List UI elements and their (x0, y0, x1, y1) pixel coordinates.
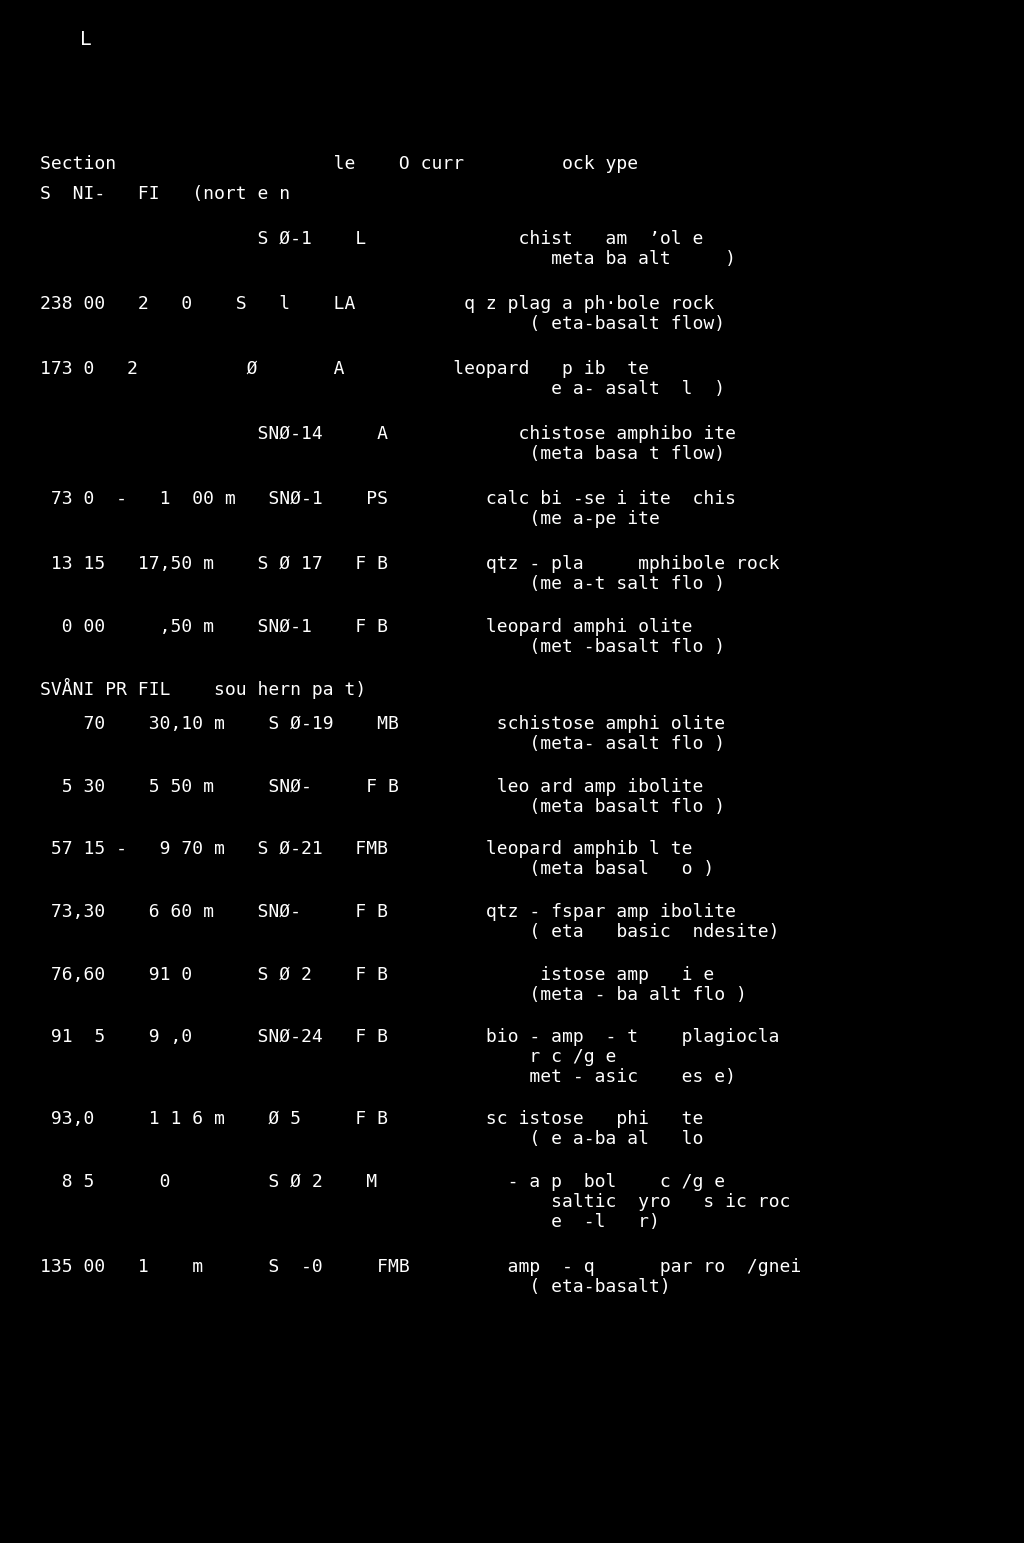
Text: SVÅNI PR FIL    sou hern pa t): SVÅNI PR FIL sou hern pa t) (40, 677, 367, 699)
Text: met - asic    es e): met - asic es e) (40, 1068, 736, 1086)
Text: 76,60    91 0      S Ø 2    F B              istose amp   i e: 76,60 91 0 S Ø 2 F B istose amp i e (40, 966, 715, 984)
Text: (me a-t salt flo ): (me a-t salt flo ) (40, 576, 725, 593)
Text: r c /g e: r c /g e (40, 1048, 616, 1066)
Text: 135 00   1    m      S  -0     FMB         amp  - q      par ro  /gnei: 135 00 1 m S -0 FMB amp - q par ro /gnei (40, 1258, 801, 1276)
Text: ( eta-basalt): ( eta-basalt) (40, 1278, 671, 1296)
Text: e  -l   r): e -l r) (40, 1213, 659, 1231)
Text: S  NI-   FI   (nort e n: S NI- FI (nort e n (40, 185, 290, 204)
Text: 93,0     1 1 6 m    Ø 5     F B         sc istose   phi   te: 93,0 1 1 6 m Ø 5 F B sc istose phi te (40, 1109, 703, 1128)
Text: Section                    le    O curr         ock ype: Section le O curr ock ype (40, 154, 638, 173)
Text: 238 00   2   0    S   l    LA          q z plag a ph·bole rock: 238 00 2 0 S l LA q z plag a ph·bole roc… (40, 295, 715, 313)
Text: 70    30,10 m    S Ø-19    MB         schistose amphi olite: 70 30,10 m S Ø-19 MB schistose amphi oli… (40, 714, 725, 733)
Text: 173 0   2          Ø       A          leopard   p ib  te: 173 0 2 Ø A leopard p ib te (40, 360, 649, 378)
Text: (meta- asalt flo ): (meta- asalt flo ) (40, 734, 725, 753)
Text: 8 5      0         S Ø 2    M            - a p  bol    c /g e: 8 5 0 S Ø 2 M - a p bol c /g e (40, 1173, 725, 1191)
Text: (meta - ba alt flo ): (meta - ba alt flo ) (40, 986, 746, 1004)
Text: 73 0  -   1  00 m   SNØ-1    PS         calc bi -se i ite  chis: 73 0 - 1 00 m SNØ-1 PS calc bi -se i ite… (40, 491, 736, 508)
Text: ( eta-basalt flow): ( eta-basalt flow) (40, 315, 725, 333)
Text: ( eta   basic  ndesite): ( eta basic ndesite) (40, 923, 779, 941)
Text: L: L (80, 29, 92, 49)
Text: (meta basalt flo ): (meta basalt flo ) (40, 798, 725, 816)
Text: 57 15 -   9 70 m   S Ø-21   FMB         leopard amphib l te: 57 15 - 9 70 m S Ø-21 FMB leopard amphib… (40, 839, 692, 858)
Text: 91  5    9 ,0      SNØ-24   F B         bio - amp  - t    plagiocla: 91 5 9 ,0 SNØ-24 F B bio - amp - t plagi… (40, 1028, 779, 1046)
Text: ( e a-ba al   lo: ( e a-ba al lo (40, 1129, 703, 1148)
Text: (meta basa t flow): (meta basa t flow) (40, 444, 725, 463)
Text: e a- asalt  l  ): e a- asalt l ) (40, 380, 725, 398)
Text: saltic  yro   s ic roc: saltic yro s ic roc (40, 1193, 791, 1211)
Text: (met -basalt flo ): (met -basalt flo ) (40, 637, 725, 656)
Text: S Ø-1    L              chist   am  ʼol e: S Ø-1 L chist am ʼol e (40, 230, 703, 248)
Text: SNØ-14     A            chistose amphibo ite: SNØ-14 A chistose amphibo ite (40, 424, 736, 443)
Text: 73,30    6 60 m    SNØ-     F B         qtz - fspar amp ibolite: 73,30 6 60 m SNØ- F B qtz - fspar amp ib… (40, 903, 736, 921)
Text: 5 30    5 50 m     SNØ-     F B         leo ard amp ibolite: 5 30 5 50 m SNØ- F B leo ard amp ibolite (40, 778, 703, 796)
Text: 0 00     ,50 m    SNØ-1    F B         leopard amphi olite: 0 00 ,50 m SNØ-1 F B leopard amphi olite (40, 619, 692, 636)
Text: 13 15   17,50 m    S Ø 17   F B         qtz - pla     mphibole rock: 13 15 17,50 m S Ø 17 F B qtz - pla mphib… (40, 555, 779, 572)
Text: (me a-pe ite: (me a-pe ite (40, 511, 659, 528)
Text: (meta basal   o ): (meta basal o ) (40, 859, 715, 878)
Text: meta ba alt     ): meta ba alt ) (40, 250, 736, 268)
